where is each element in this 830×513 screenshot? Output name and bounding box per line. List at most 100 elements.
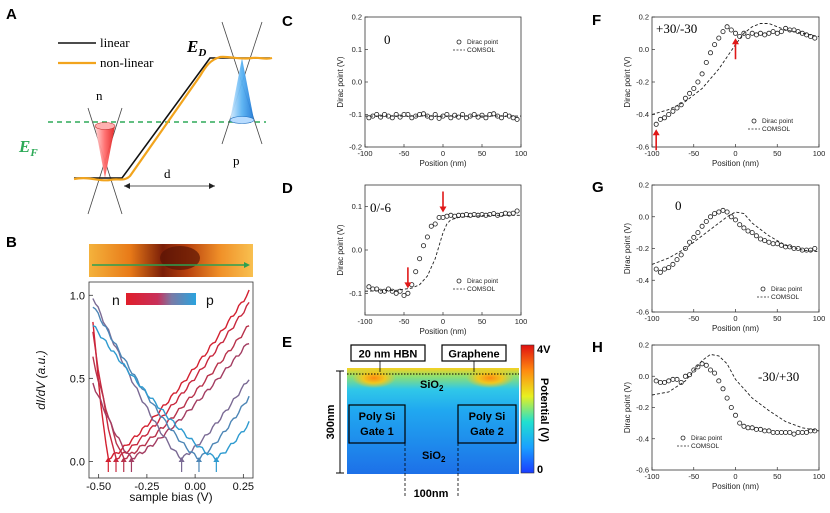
h-dirac-point	[662, 379, 668, 385]
d-dirac-point	[389, 288, 395, 294]
h-dirac-point	[778, 429, 784, 435]
f-dirac-point	[691, 86, 697, 92]
g-dirac-point	[758, 236, 764, 242]
hbn-label: 20 nm HBN	[359, 349, 418, 361]
h-dirac-point	[695, 364, 701, 370]
h-dirac-point	[737, 420, 743, 426]
f-dirac-point	[687, 90, 693, 96]
f-legend-comsol-label: COMSOL	[762, 126, 791, 133]
c-xtick-label-4: 100	[515, 149, 528, 158]
f-dirac-point	[737, 34, 743, 40]
c-dirac-point	[487, 112, 493, 118]
h-dirac-point	[670, 376, 676, 382]
f-dirac-point	[741, 30, 747, 36]
f-dirac-point	[666, 112, 672, 118]
f-dirac-point	[657, 116, 663, 122]
h-dirac-point	[812, 428, 818, 434]
d-dirac-point	[405, 290, 411, 296]
b-xtick-label-2: 0.00	[184, 481, 205, 493]
g-legend-dirac-label: Dirac point	[771, 286, 802, 293]
f-dirac-point	[733, 30, 739, 36]
f-xlabel: Position (nm)	[712, 159, 759, 168]
g-dirac-point	[657, 269, 663, 275]
h-dirac-point	[712, 370, 718, 376]
h-ytick-label-4: 0.2	[639, 341, 649, 350]
f-dirac-point	[774, 30, 780, 36]
g-dirac-point	[691, 234, 697, 240]
c-legend-comsol-label: COMSOL	[467, 47, 496, 54]
dirac-arrow-head-2	[120, 457, 127, 462]
h-xtick-label-1: -50	[688, 472, 699, 481]
g-dirac-point	[708, 214, 714, 220]
fermi-level-label: EF	[18, 137, 38, 159]
f-dirac-point	[808, 34, 814, 40]
f-dirac-point	[799, 30, 805, 36]
h-dirac-point	[795, 429, 801, 435]
d-dirac-point	[475, 212, 481, 218]
f-dirac-point	[778, 29, 784, 35]
h-ylabel: Dirac point (V)	[623, 382, 632, 433]
g-ytick-label-4: 0.2	[639, 181, 649, 190]
f-dirac-point	[703, 60, 709, 66]
c-dirac-point	[432, 112, 438, 118]
f-dirac-point	[787, 27, 793, 33]
panel-a: A linear non-linear EF n p ED	[6, 6, 273, 215]
panel-g: G -100 -50 0 50 100 -0.6 -0.4 -0.2 0.0 0.2 Position…	[592, 179, 825, 333]
panel-label-f: F	[592, 12, 601, 29]
f-dirac-point	[670, 108, 676, 114]
f-dirac-point	[791, 27, 797, 33]
h-dirac-point	[703, 362, 709, 368]
f-dirac-point	[674, 105, 680, 111]
g-dirac-point	[716, 209, 722, 215]
f-dirac-point	[695, 79, 701, 85]
d-ylabel: Dirac point (V)	[336, 224, 345, 275]
d-ytick-label-2: 0.1	[352, 202, 362, 211]
potential-hotspot-right	[466, 368, 514, 388]
dirac-arrow-head-4	[178, 457, 185, 462]
d-dirac-point	[381, 288, 387, 294]
plot-b-frame	[88, 281, 254, 479]
g-dirac-point	[812, 245, 818, 251]
c-dirac-point	[498, 115, 504, 121]
h-dirac-point	[745, 425, 751, 431]
c-dirac-point	[436, 115, 442, 121]
width-label: 100nm	[414, 488, 449, 500]
g-xtick-label-0: -100	[644, 314, 659, 323]
g-dirac-point	[770, 241, 776, 247]
stm-line-cut-arrow	[244, 262, 250, 268]
plot-h-frame	[651, 344, 820, 471]
c-legend-dirac-label: Dirac point	[467, 39, 498, 46]
b-ytick-label-0: 0.0	[70, 456, 85, 468]
d-dirac-point	[424, 234, 430, 240]
c-dirac-point	[479, 112, 485, 118]
h-dirac-point	[666, 378, 672, 384]
gate-2-line-2: Gate 2	[470, 426, 504, 438]
f-xtick-label-0: -100	[644, 149, 659, 158]
g-dirac-point	[766, 239, 772, 245]
f-annotation: +30/-30	[656, 21, 697, 36]
h-dirac-point	[657, 379, 663, 385]
g-dirac-point	[662, 266, 668, 272]
d-legend-dirac-symbol	[456, 278, 462, 284]
g-dirac-point	[653, 266, 659, 272]
g-ytick-label-3: 0.0	[639, 212, 649, 221]
c-dirac-point	[420, 111, 426, 117]
g-dirac-point	[737, 222, 743, 228]
c-ylabel: Dirac point (V)	[336, 56, 345, 107]
h-dirac-point	[758, 426, 764, 432]
colorbar-title: Potential (V)	[538, 378, 550, 443]
c-legend-dirac-symbol	[456, 39, 462, 45]
g-ytick-label-1: -0.4	[636, 276, 649, 285]
b-xtick-label-1: -0.25	[134, 481, 159, 493]
f-ytick-label-3: 0.0	[639, 45, 649, 54]
legend-p-label: p	[206, 292, 214, 308]
g-xtick-label-1: -50	[688, 314, 699, 323]
p-label-a: p	[233, 153, 240, 168]
h-dirac-point	[716, 378, 722, 384]
f-ytick-label-1: -0.4	[636, 110, 649, 119]
colorbar-top-label: 4V	[537, 344, 551, 356]
d-arrow-head-1	[439, 206, 447, 213]
f-dirac-point	[753, 32, 759, 38]
h-dirac-point	[774, 429, 780, 435]
d-ytick-label-1: 0.0	[352, 246, 362, 255]
